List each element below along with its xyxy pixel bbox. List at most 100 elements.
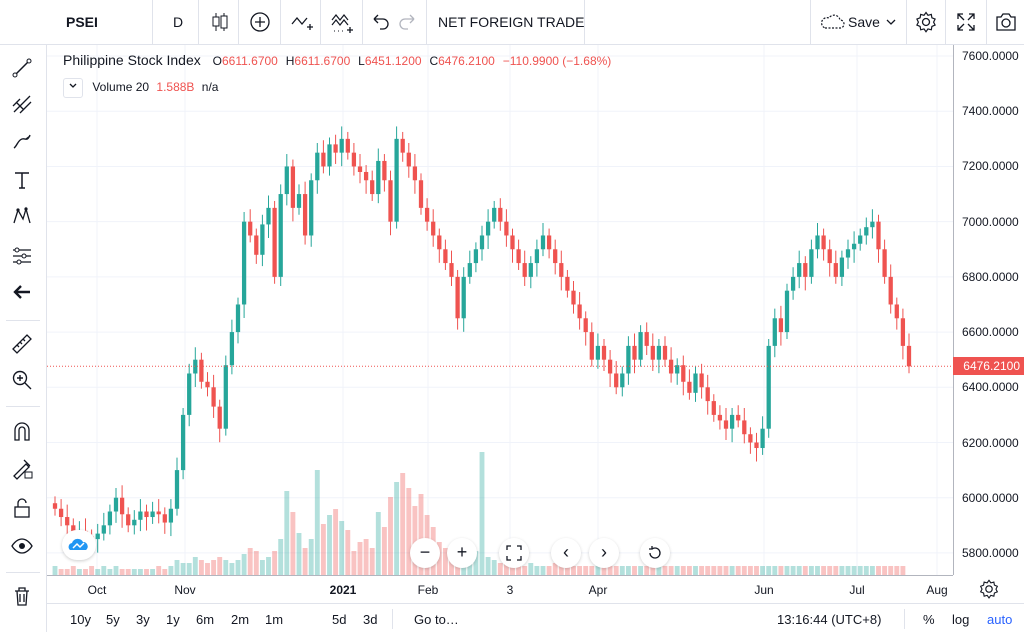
interval-button[interactable]: D — [173, 14, 184, 30]
candle-body — [406, 152, 411, 167]
volume-bar — [137, 569, 143, 575]
range-6m[interactable]: 6m — [196, 612, 215, 627]
tradingview-logo[interactable] — [62, 530, 96, 560]
candle-body — [248, 221, 253, 236]
volume-bar — [442, 548, 448, 575]
candle-body — [681, 365, 686, 382]
candle-body — [363, 171, 369, 181]
text-tool-icon[interactable] — [10, 168, 34, 192]
gear-icon[interactable] — [914, 10, 938, 34]
range-1y[interactable]: 1y — [166, 612, 180, 627]
zoom-out-button[interactable]: − — [410, 538, 440, 568]
candle-body — [577, 304, 582, 319]
volume-bar — [662, 566, 668, 575]
magnet-icon[interactable] — [10, 420, 34, 444]
reset-scale-button[interactable] — [499, 538, 529, 568]
candle-body — [766, 345, 771, 429]
scroll-right-button[interactable]: › — [589, 538, 619, 568]
reset-chart-button[interactable] — [640, 538, 670, 568]
range-5y[interactable]: 5y — [106, 612, 120, 627]
trend-line-icon[interactable] — [10, 56, 34, 80]
trash-icon[interactable] — [10, 584, 34, 608]
range-3y[interactable]: 3y — [136, 612, 150, 627]
range-10y[interactable]: 10y — [70, 612, 91, 627]
candle-body — [449, 263, 454, 277]
volume-bar — [735, 566, 741, 575]
volume-bar — [650, 566, 656, 575]
auto-toggle[interactable]: auto — [987, 612, 1013, 627]
volume-bar — [583, 566, 589, 575]
fib-retracement-icon[interactable] — [10, 92, 34, 116]
brush-icon[interactable] — [10, 130, 34, 154]
candle-body — [162, 514, 167, 523]
pattern-tool-icon[interactable] — [10, 204, 34, 228]
volume-bar — [503, 560, 509, 575]
volume-bar — [351, 551, 357, 575]
symbol-search[interactable]: PSEI — [66, 14, 98, 30]
candle-body — [553, 249, 558, 264]
zoom-in-button[interactable]: + — [447, 538, 477, 568]
candle-body — [443, 249, 448, 264]
fullscreen-icon[interactable] — [954, 10, 978, 34]
ruler-icon[interactable] — [10, 332, 34, 356]
time-axis[interactable]: Oct Nov 2021 Feb 3 Apr Jun Jul Aug — [47, 575, 953, 603]
candle-body — [52, 503, 58, 509]
indicators-icon[interactable] — [290, 10, 314, 34]
undo-icon[interactable] — [368, 10, 392, 34]
candle-body — [742, 420, 747, 435]
redo-icon[interactable] — [396, 10, 420, 34]
candle-body — [870, 221, 875, 228]
range-2m[interactable]: 2m — [231, 612, 250, 627]
eye-icon[interactable] — [10, 534, 34, 558]
volume-bar — [241, 554, 247, 575]
range-3d[interactable]: 3d — [363, 612, 378, 627]
time-tick-label: Jul — [849, 583, 865, 597]
range-5d[interactable]: 5d — [332, 612, 347, 627]
volume-bar — [894, 566, 900, 575]
camera-icon[interactable] — [994, 10, 1018, 34]
candle-body — [729, 414, 735, 429]
volume-bar — [717, 566, 723, 575]
prediction-tool-icon[interactable] — [10, 244, 34, 268]
high-value: 6611.6700 — [294, 54, 351, 68]
collapse-legend-button[interactable] — [63, 78, 83, 98]
candle-body — [754, 442, 759, 449]
price-axis[interactable]: 7600.0000 7400.0000 7200.0000 7000.0000 6800… — [953, 45, 1024, 575]
compare-add-icon[interactable] — [248, 10, 272, 34]
net-foreign-trade-button[interactable]: NET FOREIGN TRADE — [438, 14, 585, 30]
volume-bar — [101, 566, 107, 575]
lock-drawing-icon[interactable] — [10, 456, 34, 480]
candle-body — [614, 373, 619, 388]
volume-bar — [302, 548, 308, 575]
zoom-in-icon[interactable] — [10, 368, 34, 392]
save-button[interactable]: Save — [848, 14, 880, 30]
candle-body — [431, 221, 436, 236]
volume-bar — [686, 566, 692, 575]
candle-body — [296, 194, 302, 208]
volume-bar — [802, 566, 808, 575]
log-toggle[interactable]: log — [952, 612, 970, 627]
volume-bar — [156, 566, 162, 575]
axis-settings-gear-icon[interactable] — [978, 578, 1000, 600]
price-chart[interactable] — [47, 45, 953, 575]
volume-bar — [192, 557, 198, 575]
volume-bar — [619, 566, 625, 575]
chevron-down-icon[interactable] — [884, 10, 898, 34]
unlock-icon[interactable] — [10, 496, 34, 520]
candle-body — [827, 249, 832, 264]
change-value: −110.9900 (−1.68%) — [502, 54, 612, 68]
percent-toggle[interactable]: % — [923, 612, 935, 627]
candle-body — [504, 221, 509, 236]
candle-body — [559, 263, 564, 277]
price-tick-label: 6400.0000 — [962, 380, 1019, 395]
range-1m[interactable]: 1m — [265, 612, 284, 627]
chart-pane[interactable] — [47, 45, 953, 575]
candle-body — [638, 332, 643, 360]
volume-bar — [839, 566, 845, 575]
candles-icon[interactable] — [208, 10, 232, 34]
templates-icon[interactable] — [330, 10, 354, 34]
goto-button[interactable]: Go to… — [414, 612, 459, 627]
clock-display[interactable]: 13:16:44 (UTC+8) — [777, 612, 882, 627]
back-arrow-icon[interactable] — [10, 280, 34, 304]
scroll-left-button[interactable]: ‹ — [551, 538, 581, 568]
